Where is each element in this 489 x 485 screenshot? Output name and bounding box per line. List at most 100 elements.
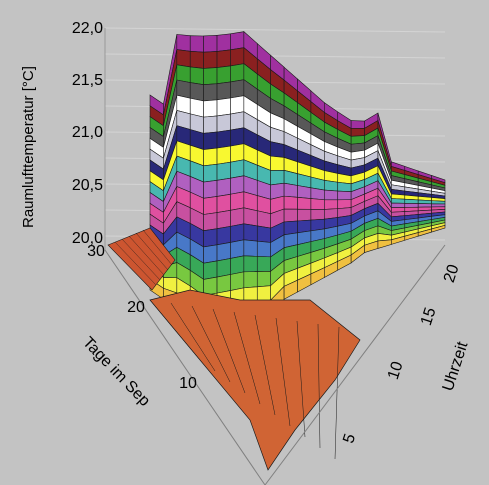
y-tick-label: 10	[179, 375, 197, 392]
z-tick-label: 20,5	[72, 177, 103, 194]
surface-cell	[216, 145, 231, 165]
surface-cell	[216, 258, 231, 278]
surface-cell	[230, 191, 245, 211]
surface-mesh	[128, 235, 165, 276]
surface-cell	[230, 127, 245, 147]
z-tick-label: 20,0	[72, 230, 103, 247]
surface-cell	[230, 79, 245, 99]
surface-cell	[310, 187, 325, 201]
surface-cell	[176, 34, 191, 52]
x-tick-label: 15	[418, 305, 440, 327]
surface-cell	[216, 113, 231, 133]
surface-cell	[230, 207, 245, 227]
surface-cell	[203, 180, 218, 199]
surface-cell	[404, 198, 419, 204]
surface-cell	[270, 155, 285, 171]
surface-cell	[270, 170, 285, 186]
surface-cell	[350, 128, 365, 137]
x-tick-label: 20	[441, 262, 463, 284]
surface-cell	[256, 270, 271, 288]
surface-mesh	[296, 320, 306, 438]
surface-cell	[203, 83, 218, 102]
surface-cell	[310, 209, 325, 221]
surface-cell	[203, 260, 218, 280]
surface-mesh	[170, 302, 216, 372]
surface-cell	[203, 51, 218, 69]
surface-cell	[176, 64, 191, 83]
surface-cell	[337, 181, 352, 193]
surface-cell	[189, 50, 204, 69]
surface-cell	[324, 189, 339, 201]
surface-cell	[230, 63, 245, 83]
x-axis-line	[264, 244, 446, 485]
back-wall-gridline	[104, 53, 446, 59]
surface-cell	[203, 147, 218, 167]
surface-cell	[216, 161, 231, 181]
surface-cell	[243, 223, 258, 242]
surface-mesh	[317, 323, 321, 449]
surface-cell	[230, 111, 245, 131]
surface-cell	[230, 175, 245, 195]
surface-cell	[431, 200, 446, 205]
surface-cell	[256, 285, 271, 303]
y-axis-line	[104, 249, 266, 485]
surface-cell	[391, 198, 406, 204]
y-tick-label: 30	[87, 243, 105, 260]
surface-cell	[203, 196, 218, 215]
surface-cell	[256, 225, 271, 243]
surface-mesh	[142, 229, 173, 266]
surface-cell	[230, 239, 245, 259]
y-axis-ticks: 10 20 30	[87, 243, 197, 392]
surface-cell	[230, 47, 245, 67]
surface-cell	[203, 212, 218, 232]
surface-cell	[230, 223, 245, 243]
surface-cell	[216, 65, 231, 85]
surface-patch	[107, 227, 176, 291]
surface-cell	[216, 226, 231, 246]
surface-cell	[324, 199, 339, 210]
back-wall-gridline	[104, 27, 446, 33]
surface-cell	[203, 163, 218, 183]
surface-cell	[176, 49, 191, 68]
surface-cell	[337, 190, 352, 201]
x-tick-label: 10	[385, 359, 407, 381]
surface-cell	[203, 244, 218, 264]
surface-cell	[216, 274, 231, 294]
surface-mesh	[334, 326, 340, 460]
surface-cell	[203, 228, 218, 248]
z-axis-label: Raumlufttemperatur [°C]	[20, 66, 37, 228]
surface-mesh	[149, 299, 201, 361]
surface-mesh	[135, 232, 169, 271]
surface-mesh	[191, 305, 231, 383]
surface-cell	[283, 220, 298, 236]
surface-cell	[404, 203, 419, 208]
surface-cell	[230, 95, 245, 115]
surface-cell	[350, 120, 365, 129]
surface-cell	[216, 193, 231, 213]
z-tick-label: 22,0	[72, 20, 103, 37]
surface-cell	[230, 143, 245, 163]
surface-cell	[297, 197, 312, 210]
surface-cell	[243, 271, 258, 289]
surface-mesh	[212, 308, 246, 394]
surface-mesh	[121, 238, 161, 281]
axes	[104, 244, 446, 485]
surface-cell	[297, 185, 312, 199]
surface-cell	[189, 35, 204, 53]
surface-cell	[203, 115, 218, 134]
surface-cell	[216, 177, 231, 197]
surface-cell	[283, 208, 298, 223]
surface-cell	[216, 81, 231, 101]
surface-cell	[324, 179, 339, 192]
surface-cell	[297, 208, 312, 222]
surface-plot	[107, 30, 446, 471]
z-tick-label: 21,5	[72, 72, 103, 89]
surface-cell	[256, 240, 271, 258]
surface-cell	[417, 203, 432, 208]
surface-cell	[230, 255, 245, 275]
surface-cell	[391, 202, 406, 208]
surface-cell	[283, 182, 298, 198]
